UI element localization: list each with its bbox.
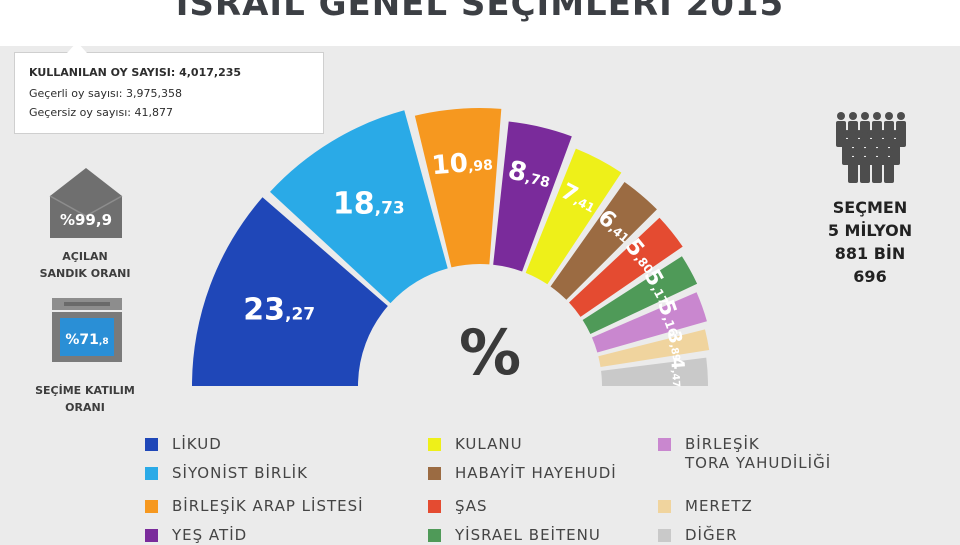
voter-line2: 5 MİLYON [827,221,913,240]
total-votes-text: KULLANILAN OY SAYISI: 4,017,235 [29,66,242,79]
slice-10 [601,357,708,386]
header-bar: İSRAİL GENEL SEÇİMLERİ 2015 [0,0,960,46]
legend-label: YEŞ ATİD [172,526,248,544]
legend-label: HABAYİT HAYEHUDİ [455,464,617,482]
ballot-label-line2: SANDIK ORANI [39,267,131,280]
turnout-value: %71,8 [65,332,108,348]
legend-swatch [658,438,671,451]
ballot-rate-value: %99,9 [60,211,112,229]
legend-item: KULANU [428,435,523,454]
legend-item: DİĞER [658,526,738,545]
legend-item: YEŞ ATİD [145,526,247,545]
legend-swatch [145,467,158,480]
turnout-label: SEÇİME KATILIM ORANI [26,382,144,416]
voter-line3: 881 BİN [834,244,906,263]
legend-item: SİYONİST BİRLİK [145,464,308,483]
slice-label-8: 5,16 [652,297,688,340]
ballot-box-icon: %71,8 [52,298,122,362]
legend-label: DİĞER [685,526,738,544]
slice-4 [525,148,622,285]
legend-item: HABAYİT HAYEHUDİ [428,464,617,483]
legend-label: LİKUD [172,435,222,453]
legend-label: ŞAS [455,497,488,515]
voter-count: SEÇMEN 5 MİLYON 881 BİN 696 [810,196,930,288]
slice-8 [591,292,707,353]
callout-notch [67,42,87,53]
legend-swatch [428,467,441,480]
slice-1 [270,110,448,304]
legend-swatch [428,500,441,513]
legend-swatch [145,500,158,513]
legend-label: MERETZ [685,497,753,515]
slice-5 [550,182,657,300]
vote-count-box: KULLANILAN OY SAYISI: 4,017,235 Geçerli … [14,42,324,134]
legend-item: MERETZ [658,497,753,516]
slice-label-2: 10,98 [431,146,494,181]
legend-label: BİRLEŞİK TORA YAHUDİLİĞİ [685,435,832,472]
legend-label: KULANU [455,435,523,453]
slice-0 [192,197,388,386]
slice-3 [493,121,572,272]
slice-9 [598,329,710,368]
legend-item: BİRLEŞİK TORA YAHUDİLİĞİ [658,435,831,473]
ballot-rate-label: AÇILAN SANDIK ORANI [30,248,140,282]
invalid-votes-text: Geçersiz oy sayısı: 41,877 [29,106,173,119]
page-title: İSRAİL GENEL SEÇİMLERİ 2015 [175,0,785,24]
slice-6 [569,217,683,317]
center-percent-symbol: % [459,316,521,389]
ballot-label-line1: AÇILAN [62,250,108,263]
slice-label-9: 3,89 [663,329,690,363]
valid-votes-text: Geçerli oy sayısı: 3,975,358 [29,87,182,100]
slice-label-0: 23,27 [243,293,315,328]
legend-label: BİRLEŞİK ARAP LİSTESİ [172,497,364,515]
slice-label-1: 18,73 [333,187,405,222]
slice-label-10: 4,47 [666,356,689,388]
legend-swatch [428,438,441,451]
legend-item: BİRLEŞİK ARAP LİSTESİ [145,497,364,516]
envelope-icon: %99,9 [49,168,123,238]
legend-label: YİSRAEL BEİTENU [455,526,601,544]
legend-swatch [658,529,671,542]
people-icon [836,112,906,183]
voter-line1: SEÇMEN [832,198,908,217]
turnout-label-line1: SEÇİME KATILIM [35,384,135,397]
legend-swatch [658,500,671,513]
legend-swatch [428,529,441,542]
legend-item: YİSRAEL BEİTENU [428,526,601,545]
legend-item: LİKUD [145,435,222,454]
slice-2 [414,108,502,268]
legend-label: SİYONİST BİRLİK [172,464,308,482]
voter-line4: 696 [853,267,887,286]
legend-item: ŞAS [428,497,488,516]
legend-swatch [145,529,158,542]
legend-swatch [145,438,158,451]
slice-7 [582,256,698,335]
turnout-label-line2: ORANI [65,401,105,414]
